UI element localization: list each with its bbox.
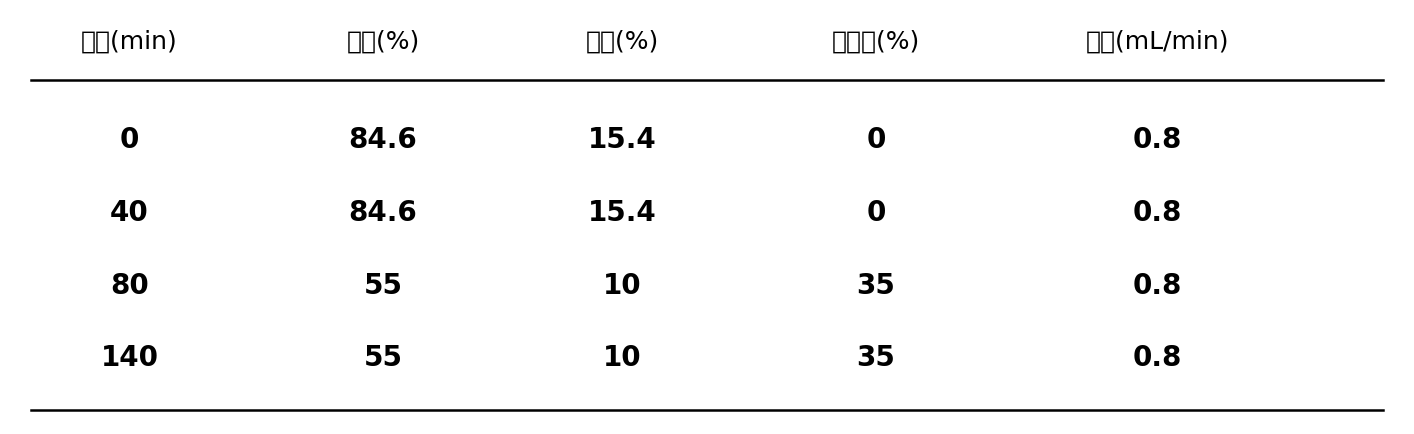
Text: 80: 80 <box>110 272 148 299</box>
Text: 0.8: 0.8 <box>1133 272 1182 299</box>
Text: 0: 0 <box>867 199 885 227</box>
Text: 15.4: 15.4 <box>588 126 658 154</box>
Text: 0: 0 <box>120 126 139 154</box>
Text: 乙醇(%): 乙醇(%) <box>585 30 659 53</box>
Text: 35: 35 <box>857 345 895 372</box>
Text: 环己烷(%): 环己烷(%) <box>831 30 921 53</box>
Text: 10: 10 <box>604 272 642 299</box>
Text: 55: 55 <box>363 272 403 299</box>
Text: 0.8: 0.8 <box>1133 126 1182 154</box>
Text: 流速(mL/min): 流速(mL/min) <box>1086 30 1229 53</box>
Text: 140: 140 <box>100 345 158 372</box>
Text: 0.8: 0.8 <box>1133 199 1182 227</box>
Text: 0.8: 0.8 <box>1133 345 1182 372</box>
Text: 35: 35 <box>857 272 895 299</box>
Text: 15.4: 15.4 <box>588 199 658 227</box>
Text: 时间(min): 时间(min) <box>81 30 178 53</box>
Text: 84.6: 84.6 <box>349 199 417 227</box>
Text: 0: 0 <box>867 126 885 154</box>
Text: 甲醇(%): 甲醇(%) <box>346 30 420 53</box>
Text: 55: 55 <box>363 345 403 372</box>
Text: 10: 10 <box>604 345 642 372</box>
Text: 40: 40 <box>110 199 148 227</box>
Text: 84.6: 84.6 <box>349 126 417 154</box>
